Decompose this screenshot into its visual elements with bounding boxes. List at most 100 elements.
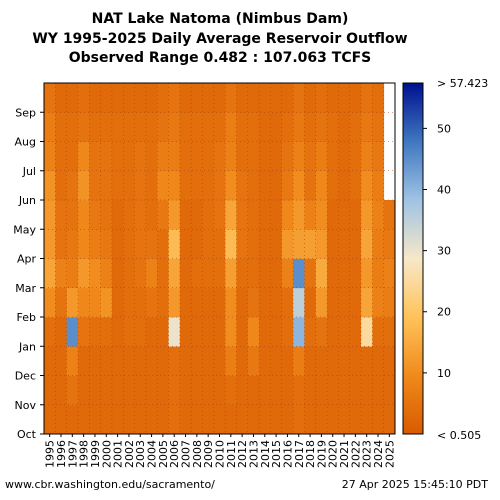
heatmap-cell-2013-aug <box>247 112 260 142</box>
heatmap-cell-2002-may <box>123 200 135 230</box>
heatmap-cell-1998-aug <box>77 112 90 142</box>
heatmap-cell-2014-jan <box>259 317 271 347</box>
heatmap-cell-2001-sep <box>111 83 124 113</box>
heatmap-cell-2019-apr <box>315 229 328 259</box>
heatmap-cell-2004-jun <box>145 170 158 201</box>
heatmap-cell-2017-dec <box>293 346 305 376</box>
heatmap-cell-2000-jun <box>100 170 113 201</box>
heatmap-cell-2013-dec <box>247 346 260 376</box>
heatmap-cell-2009-aug <box>202 112 215 142</box>
heatmap-cell-1999-may <box>89 200 102 230</box>
heatmap-cell-2011-oct <box>225 404 237 435</box>
heatmap-cell-2003-dec <box>134 346 147 376</box>
heatmap-cell-2016-dec <box>281 346 294 376</box>
heatmap-cell-1996-nov <box>55 375 68 406</box>
heatmap-cell-2019-dec <box>315 346 328 376</box>
heatmap-cell-2024-apr <box>372 229 385 259</box>
heatmap-cell-2005-aug <box>157 112 169 142</box>
heatmap-cell-2006-jun <box>168 170 181 201</box>
heatmap-cell-2015-nov <box>270 375 283 406</box>
heatmap-cell-2002-apr <box>123 229 135 259</box>
heatmap-cell-2022-feb <box>349 287 362 318</box>
heatmap-cell-2020-jul <box>327 141 339 172</box>
heatmap-cell-2004-apr <box>145 229 158 259</box>
heatmap-cell-2001-apr <box>111 229 124 259</box>
heatmap-cell-2007-jan <box>179 317 192 347</box>
heatmap-cell-2019-jun <box>315 170 328 201</box>
chart-title-line-1: NAT Lake Natoma (Nimbus Dam) <box>91 11 349 27</box>
heatmap-cell-2013-feb <box>247 287 260 318</box>
x-tick-label-2008: 2008 <box>191 440 204 468</box>
heatmap-cell-2017-jan <box>293 317 305 347</box>
heatmap-cell-2016-feb <box>281 287 294 318</box>
heatmap-cell-2011-jul <box>225 141 237 172</box>
heatmap-cell-2003-jan <box>134 317 147 347</box>
heatmap-cell-2011-feb <box>225 287 237 318</box>
x-tick-label-2017: 2017 <box>293 440 306 468</box>
heatmap-cell-2001-oct <box>111 404 124 435</box>
heatmap-cell-1999-jan <box>89 317 102 347</box>
source-url[interactable]: www.cbr.washington.edu/sacramento/ <box>5 478 215 491</box>
heatmap-cell-2004-dec <box>145 346 158 376</box>
heatmap-cell-1997-aug <box>66 112 79 142</box>
heatmap-cell-1999-nov <box>89 375 102 406</box>
heatmap-cell-2003-mar <box>134 258 147 289</box>
x-tick-label-2015: 2015 <box>270 440 283 468</box>
heatmap-cell-2018-jun <box>304 170 317 201</box>
heatmap-cell-2007-sep <box>179 83 192 113</box>
heatmap-cell-1999-mar <box>89 258 102 289</box>
heatmap-cell-2000-nov <box>100 375 113 406</box>
heatmap-cells <box>44 83 396 435</box>
heatmap-cell-2008-mar <box>191 258 203 289</box>
x-axis: 1995199619971998199920002001200220032004… <box>44 434 396 468</box>
heatmap-cell-2005-oct <box>157 404 169 435</box>
heatmap-cell-1996-oct <box>55 404 68 435</box>
x-tick-label-2016: 2016 <box>281 440 294 468</box>
heatmap-cell-2017-apr <box>293 229 305 259</box>
heatmap-cell-2012-apr <box>236 229 249 259</box>
heatmap-cell-2014-apr <box>259 229 271 259</box>
heatmap-cell-2017-feb <box>293 287 305 318</box>
heatmap-cell-2023-may <box>361 200 373 230</box>
heatmap-cell-2019-aug <box>315 112 328 142</box>
heatmap-cell-2023-mar <box>361 258 373 289</box>
heatmap-cell-2015-oct <box>270 404 283 435</box>
heatmap-cell-2009-oct <box>202 404 215 435</box>
heatmap-cell-2019-feb <box>315 287 328 318</box>
heatmap-cell-2003-nov <box>134 375 147 406</box>
heatmap-cell-2019-mar <box>315 258 328 289</box>
heatmap-cell-2015-dec <box>270 346 283 376</box>
heatmap-cell-2004-nov <box>145 375 158 406</box>
heatmap-cell-2016-aug <box>281 112 294 142</box>
y-tick-label-jan: Jan <box>18 340 36 353</box>
heatmap-cell-1996-feb <box>55 287 68 318</box>
heatmap-cell-2022-aug <box>349 112 362 142</box>
heatmap-cell-1995-sep <box>44 83 56 113</box>
heatmap-cell-2025-oct <box>383 404 396 435</box>
heatmap-cell-2005-may <box>157 200 169 230</box>
heatmap-cell-2019-may <box>315 200 328 230</box>
heatmap-cell-2005-mar <box>157 258 169 289</box>
heatmap-cell-1998-may <box>77 200 90 230</box>
heatmap-cell-2011-sep <box>225 83 237 113</box>
heatmap-cell-1996-jul <box>55 141 68 172</box>
heatmap-cell-2022-may <box>349 200 362 230</box>
heatmap-cell-2004-sep <box>145 83 158 113</box>
heatmap-cell-2009-jul <box>202 141 215 172</box>
heatmap-cell-2025-feb <box>383 287 396 318</box>
heatmap-cell-2013-oct <box>247 404 260 435</box>
heatmap-cell-2008-jul <box>191 141 203 172</box>
heatmap-cell-1997-jun <box>66 170 79 201</box>
heatmap-cell-2020-nov <box>327 375 339 406</box>
heatmap-cell-2006-may <box>168 200 181 230</box>
heatmap-cell-1998-mar <box>77 258 90 289</box>
heatmap-cell-2017-oct <box>293 404 305 435</box>
heatmap-cell-2000-may <box>100 200 113 230</box>
heatmap-cell-1997-oct <box>66 404 79 435</box>
heatmap-cell-2010-nov <box>213 375 226 406</box>
heatmap-cell-2015-apr <box>270 229 283 259</box>
timestamp: 27 Apr 2025 15:45:10 PDT <box>341 478 488 491</box>
heatmap-cell-2009-feb <box>202 287 215 318</box>
heatmap-cell-1998-feb <box>77 287 90 318</box>
heatmap-cell-2014-may <box>259 200 271 230</box>
